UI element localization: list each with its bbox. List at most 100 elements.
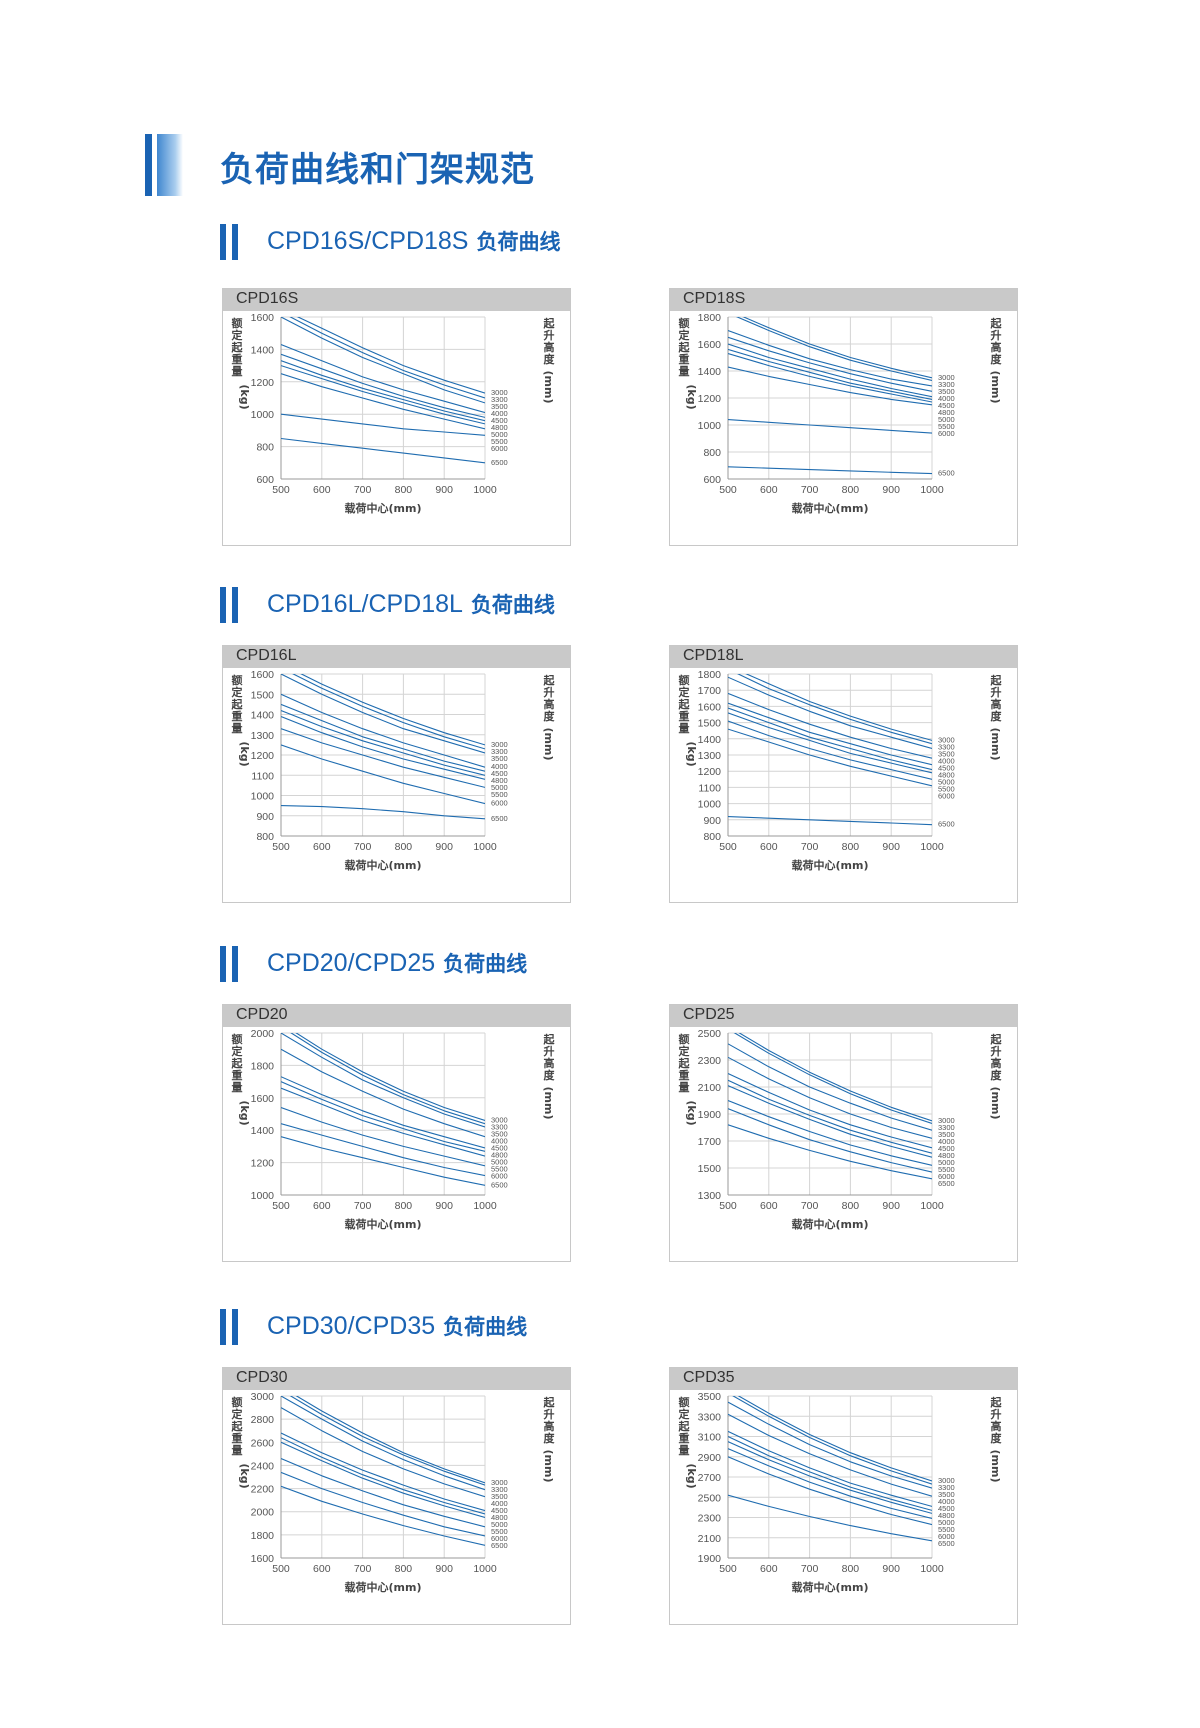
chart-svg: 800 900 1000 1100 1200 1300 1400 1500 1600 1700 18… <box>678 669 1003 872</box>
series-line-3300 <box>733 1033 932 1125</box>
right-axis-label-char: 度 <box>544 709 556 723</box>
y-tick-label: 2700 <box>698 1472 722 1484</box>
y-tick-label: 1900 <box>698 1553 722 1565</box>
y-axis-label-char: 量 <box>679 365 690 378</box>
series-label-6500: 6500 <box>938 469 955 478</box>
y-axis-label-char: 额 <box>232 1032 243 1046</box>
y-axis-label-char: 定 <box>679 328 690 342</box>
right-axis-unit: (mm) <box>542 1450 555 1483</box>
series-label-3300: 3300 <box>491 747 508 756</box>
series-label-6000: 6000 <box>938 429 955 438</box>
chart-title: CPD16S <box>236 290 299 307</box>
series-label-4000: 4000 <box>491 1136 508 1145</box>
y-axis-label-char: 起 <box>678 340 691 354</box>
series-line-4800 <box>728 348 932 400</box>
right-axis-label-char: 起 <box>543 316 556 330</box>
series-label-4000: 4000 <box>938 394 955 403</box>
y-tick-label: 2000 <box>251 1028 275 1040</box>
series-label-3500: 3500 <box>491 1129 508 1138</box>
series-line-5500 <box>281 373 485 430</box>
y-axis-label-char: 重 <box>232 1431 243 1445</box>
series-line-4000 <box>728 1413 932 1497</box>
right-axis-label-char: 度 <box>991 352 1003 366</box>
series-label-4500: 4500 <box>938 401 955 410</box>
series-line-6000 <box>281 413 485 436</box>
y-tick-label: 800 <box>703 447 721 459</box>
y-axis-unit: (kg) <box>685 741 698 766</box>
right-axis-label-char: 升 <box>991 1407 1002 1421</box>
section-model: CPD16S/CPD18S <box>267 227 469 255</box>
right-axis-label-char: 度 <box>544 1431 556 1445</box>
x-axis-label: 载荷中心(mm) <box>345 858 422 872</box>
right-axis-label-char: 起 <box>543 673 556 687</box>
series-label-4000: 4000 <box>491 1499 508 1508</box>
chart-svg: 1600 1800 2000 2200 2400 2600 2800 3000 500 600 70… <box>231 1391 556 1594</box>
series-label-4000: 4000 <box>938 756 955 765</box>
series-label-6000: 6000 <box>491 444 508 453</box>
y-tick-label: 1800 <box>251 1530 275 1542</box>
series-line-3000 <box>738 1033 932 1122</box>
series-line-3500 <box>281 317 485 404</box>
section-model: CPD30/CPD35 <box>267 1312 436 1340</box>
series-line-3300 <box>289 1396 485 1486</box>
chart-title: CPD25 <box>683 1006 735 1023</box>
y-tick-label: 1000 <box>251 791 275 803</box>
x-tick-label: 900 <box>435 484 453 496</box>
series-label-5500: 5500 <box>938 784 955 793</box>
y-tick-label: 2100 <box>698 1082 722 1094</box>
series-line-4000 <box>281 693 485 768</box>
x-axis-label: 载荷中心(mm) <box>792 501 869 515</box>
y-axis-label-char: 起 <box>678 1056 691 1070</box>
y-tick-label: 2300 <box>698 1055 722 1067</box>
right-axis-unit: (mm) <box>989 728 1002 761</box>
y-axis-label-char: 起 <box>231 697 244 711</box>
series-line-6000 <box>281 1471 485 1537</box>
y-axis-label-char: 起 <box>231 340 244 354</box>
series-line-5500 <box>728 1099 932 1166</box>
x-tick-label: 800 <box>842 1563 860 1575</box>
y-tick-label: 1400 <box>251 1125 275 1137</box>
series-label-6500: 6500 <box>491 1541 508 1550</box>
series-label-5500: 5500 <box>491 1527 508 1536</box>
series-line-5000 <box>281 1441 485 1519</box>
y-axis-label-char: 定 <box>232 1407 243 1421</box>
series-label-5500: 5500 <box>938 1525 955 1534</box>
right-axis-unit: (mm) <box>989 371 1002 404</box>
y-axis-label-char: 重 <box>679 709 690 723</box>
section-title: CPD30/CPD35 负荷曲线 <box>267 1311 527 1341</box>
series-group <box>281 1396 485 1546</box>
x-tick-label: 600 <box>760 484 778 496</box>
y-tick-label: 2500 <box>698 1492 722 1504</box>
section-suffix: 负荷曲线 <box>470 593 555 617</box>
grid <box>727 1395 933 1559</box>
series-line-6000 <box>281 744 485 805</box>
right-axis-label-char: 高 <box>544 1419 555 1433</box>
x-tick-label: 600 <box>760 1200 778 1212</box>
series-line-3000 <box>737 1396 932 1482</box>
y-axis-label-char: 起 <box>231 1056 244 1070</box>
y-axis-label-char: 额 <box>232 316 243 330</box>
series-line-6500 <box>281 805 485 820</box>
x-tick-label: 700 <box>801 1200 819 1212</box>
series-group <box>728 1033 932 1180</box>
x-tick-label: 1000 <box>473 484 497 496</box>
y-axis-label-char: 重 <box>679 352 690 366</box>
x-tick-label: 500 <box>272 841 290 853</box>
series-line-4800 <box>281 709 485 776</box>
series-line-4500 <box>728 1073 932 1149</box>
series-line-6500 <box>728 816 932 826</box>
series-label-3500: 3500 <box>491 402 508 411</box>
right-axis-label-char: 高 <box>991 340 1002 354</box>
x-tick-label: 800 <box>395 484 413 496</box>
x-tick-label: 500 <box>719 1563 737 1575</box>
y-axis-label-char: 量 <box>232 1081 243 1094</box>
y-axis-label-char: 重 <box>232 709 243 723</box>
y-tick-label: 1400 <box>698 734 722 746</box>
series-line-5500 <box>728 720 932 780</box>
chart-title: CPD30 <box>236 1369 288 1386</box>
right-axis-label-char: 高 <box>991 697 1002 711</box>
y-tick-label: 1600 <box>251 1093 275 1105</box>
y-tick-label: 1900 <box>698 1109 722 1121</box>
right-axis-label-char: 度 <box>991 1068 1003 1082</box>
